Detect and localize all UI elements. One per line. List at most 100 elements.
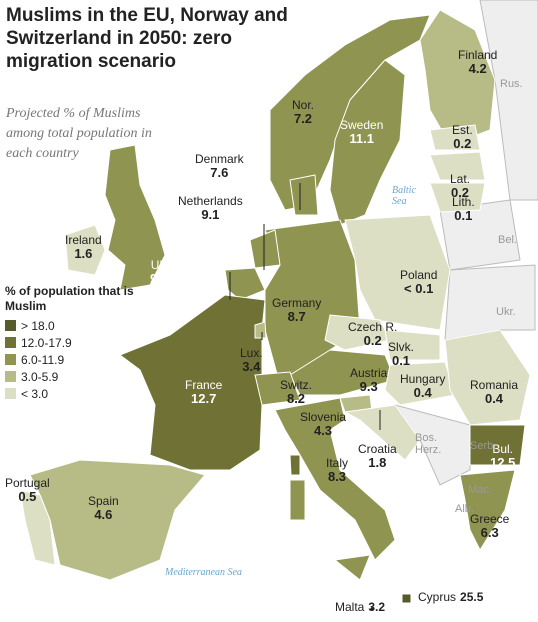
country-name: Slvk. [388, 340, 415, 354]
legend-label: < 3.0 [21, 386, 49, 401]
country-label: Est. 0.2 [452, 123, 473, 151]
hungary [384, 361, 456, 406]
russia [479, 0, 538, 201]
country-name: Czech R. [348, 320, 398, 334]
country-label: France 12.7 [185, 378, 222, 406]
country-value: 0.1 [391, 353, 411, 368]
portugal [19, 489, 56, 566]
country-name: Italy [326, 456, 349, 470]
ukraine [444, 264, 536, 341]
legend-swatch [5, 388, 16, 399]
legend-label: 6.0-11.9 [21, 352, 65, 367]
country-value: 0.1 [454, 208, 473, 223]
sicily [333, 554, 371, 581]
country-label: Austria 9.3 [350, 366, 387, 394]
country-value: 11.1 [209, 249, 234, 264]
legend: % of population that is Muslim > 18.0 12.… [5, 284, 135, 402]
country-value: 7.2 [293, 111, 313, 126]
country-value: 8.7 [287, 309, 306, 324]
country-name: Lux. [240, 346, 263, 360]
legend-title: % of population that is Muslim [5, 284, 134, 313]
non-eu-land [393, 0, 538, 486]
legend-label: 12.0-17.9 [21, 335, 72, 350]
country-label: Lith. 0.1 [452, 195, 475, 223]
subtitle: Projected % of Muslims among total popul… [6, 106, 152, 161]
country-name: Netherlands [178, 194, 243, 208]
country-label: Finland 4.2 [458, 48, 497, 76]
ireland [64, 224, 106, 276]
country-label: Lat. 0.2 [450, 172, 470, 200]
country-label: Portugal 0.5 [5, 476, 50, 504]
country-label: Belgium 11.1 [200, 236, 243, 264]
country-value: 0.5 [18, 489, 37, 504]
country-label: Bul. 12.5 [490, 442, 515, 470]
country-value: 0.4 [413, 385, 432, 400]
country-value: 0.2 [363, 333, 382, 348]
greece [459, 469, 516, 552]
croatia [343, 404, 421, 461]
other-country-label: Alb. [455, 503, 474, 515]
country-value: 9.7 [150, 271, 169, 286]
legend-item: > 18.0 [5, 317, 135, 334]
country-label: Malta 3.2 [335, 600, 385, 614]
country-value: 9.3 [359, 379, 378, 394]
finland [419, 9, 496, 146]
country-name: Austria [350, 366, 388, 380]
country-label: Czech R. 0.2 [348, 320, 397, 348]
belarus [439, 199, 521, 271]
country-name: UK [150, 258, 168, 272]
sardinia [289, 479, 306, 521]
country-label: Ireland 1.6 [65, 233, 102, 261]
netherlands [249, 229, 281, 269]
country-name: Bul. [492, 442, 513, 456]
legend-swatch [5, 371, 16, 382]
country-label: Nor. 7.2 [292, 98, 314, 126]
uk [104, 144, 166, 291]
country-value: 1.6 [74, 246, 93, 261]
corsica [289, 454, 301, 476]
legend-item: 6.0-11.9 [5, 351, 135, 368]
switzerland [254, 371, 301, 406]
country-name: Lith. [452, 195, 475, 209]
luxembourg [254, 321, 267, 339]
country-value: < 0.1 [404, 281, 434, 296]
country-label: Romania 0.4 [470, 378, 518, 406]
country-value: 4.3 [313, 423, 333, 438]
country-label: Croatia 1.8 [358, 442, 397, 470]
bulgaria [469, 424, 526, 466]
country-name: Est. [452, 123, 473, 137]
country-value: 3.2 [368, 600, 386, 614]
title: Muslims in the EU, Norway and Switzerlan… [6, 5, 288, 72]
country-value: 0.2 [453, 136, 472, 151]
france [118, 294, 266, 471]
country-value: 6.3 [480, 525, 499, 540]
country-value: 8.3 [327, 469, 347, 484]
country-label: Poland < 0.1 [400, 268, 437, 296]
country-label: Cyprus 25.5 [418, 590, 483, 604]
country-name: Slovenia [300, 410, 347, 424]
country-name: Spain [88, 494, 119, 508]
other-country-label: Rus. [500, 78, 523, 90]
legend-item: 12.0-17.9 [5, 334, 135, 351]
country-name: Switz. [280, 378, 313, 392]
denmark [289, 174, 319, 216]
country-name: France [185, 378, 223, 392]
romania [444, 329, 531, 426]
country-name: Nor. [292, 98, 315, 112]
country-value: 3.4 [242, 359, 261, 374]
country-value: 8.2 [286, 391, 306, 406]
country-value: 12.5 [490, 455, 516, 470]
country-value: 4.2 [468, 61, 487, 76]
country-name: Finland [458, 48, 498, 62]
legend-swatch [5, 337, 16, 348]
country-label: Denmark 7.6 [195, 152, 244, 180]
latvia [429, 151, 486, 181]
lithuania [429, 182, 486, 213]
country-name: Cyprus [418, 590, 457, 604]
country-value: 12.7 [191, 391, 217, 406]
country-value: 9.1 [201, 207, 220, 222]
country-name: Greece [470, 512, 510, 526]
country-label: Hungary 0.4 [400, 372, 445, 400]
other-country-label: Mac. [468, 484, 492, 496]
